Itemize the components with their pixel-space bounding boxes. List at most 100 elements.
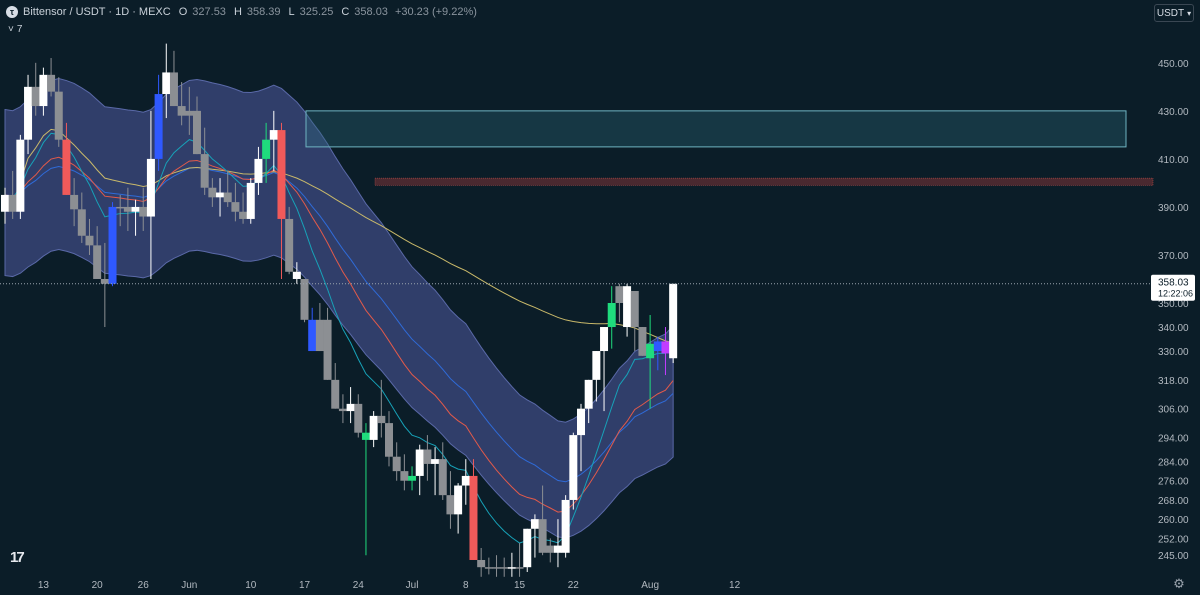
candle-body [269,130,278,140]
candle-body [577,408,585,436]
indicators-toggle[interactable]: ˅ 7 [8,24,22,35]
candle-body [492,567,501,569]
candle-body [185,110,194,116]
candle-body [415,449,424,476]
candle-body [216,192,225,198]
y-tick-label: 284.00 [1158,458,1189,469]
x-tick-label: 22 [568,580,580,591]
candle-body [661,341,670,354]
candle-body [400,471,409,481]
close-label: C [341,6,350,18]
candle-body [200,154,209,188]
x-tick-label: Jul [406,580,419,591]
high-label: H [233,6,242,18]
currency-button[interactable]: USDT ▾ [1154,4,1194,22]
tradingview-logo-icon[interactable]: 17 [10,549,25,566]
currency-label: USDT [1156,7,1185,19]
candle-body [239,211,248,219]
candle-body [515,567,524,569]
candle-body [423,449,432,464]
candle-body [408,475,417,481]
candle-body [47,74,56,92]
low-value: 325.25 [299,6,334,18]
candle-body [31,86,40,107]
candle-body [292,271,301,279]
low-label: L [288,6,295,18]
candle-body [507,567,516,569]
y-tick-label: 330.00 [1158,347,1189,358]
candle-body [300,278,309,320]
candle-body [162,72,171,95]
candle-body [538,519,547,553]
y-tick-label: 430.00 [1158,107,1189,118]
y-tick-label: 276.00 [1158,477,1189,488]
candle-body [70,194,79,210]
candle-body [39,74,48,107]
candle-body [584,379,593,409]
y-tick-label: 410.00 [1158,155,1189,166]
candle-body [361,432,370,440]
y-tick-label: 350.00 [1158,299,1189,310]
high-value: 358.39 [246,6,281,18]
change-value: +30.23 (+9.22%) [394,6,477,18]
x-tick-label: 24 [353,580,365,591]
candle-body [500,567,509,569]
candle-body [469,475,478,560]
candle-body [54,91,63,140]
y-tick-label: 318.00 [1158,376,1189,387]
bittensor-logo-icon: τ [6,6,18,18]
candle-body [331,379,340,409]
candle-body [277,130,286,219]
candle-body [193,110,201,155]
candle-body [354,403,363,433]
last-price-badge [1151,274,1195,301]
y-tick-label: 294.00 [1158,434,1189,445]
candle-body [638,327,647,356]
candle-body [607,303,616,328]
candle-body [323,319,332,380]
candle-body [139,206,148,217]
candle-body [338,408,347,412]
last-price-value: 358.03 [1158,278,1189,289]
x-tick-label: 8 [463,580,469,591]
candle-body [592,351,601,380]
candle-body [16,139,25,212]
candle-body [477,559,486,568]
candle-body [116,206,125,209]
candle-body [484,567,493,569]
candle-body [377,415,386,424]
gear-icon[interactable]: ⚙ [1173,576,1185,591]
candle-body [646,343,655,359]
x-tick-label: Aug [641,580,659,591]
candle-body [600,327,609,352]
chevron-down-icon: ˅ [8,24,14,35]
candle-body [146,158,155,217]
candle-body [62,139,71,195]
candle-body [208,187,217,198]
candle-body [630,290,639,328]
x-tick-label: 15 [514,580,526,591]
candle-body [431,459,440,464]
chevron-down-icon: ▾ [1187,8,1192,18]
x-tick-label: 7 [0,580,1,591]
candle-body [254,158,263,183]
open-label: O [178,6,188,18]
candle-body [454,485,463,515]
candle-body [24,86,33,140]
candle-body [108,206,117,284]
x-tick-label: 17 [299,580,311,591]
y-tick-label: 245.00 [1158,551,1189,562]
candle-body [546,545,555,553]
y-tick-label: 268.00 [1158,496,1189,507]
candle-body [177,106,186,116]
candle-body [461,475,470,486]
symbol-title[interactable]: Bittensor / USDT · 1D · MEXC [23,6,171,18]
y-tick-label: 306.00 [1158,405,1189,416]
candle-body [308,319,317,352]
x-tick-label: 13 [38,580,50,591]
candle-body [553,545,562,553]
chart-legend: τ Bittensor / USDT · 1D · MEXC O 327.53 H… [6,4,477,20]
candle-body [223,192,232,203]
indicator-count: 7 [16,24,23,35]
